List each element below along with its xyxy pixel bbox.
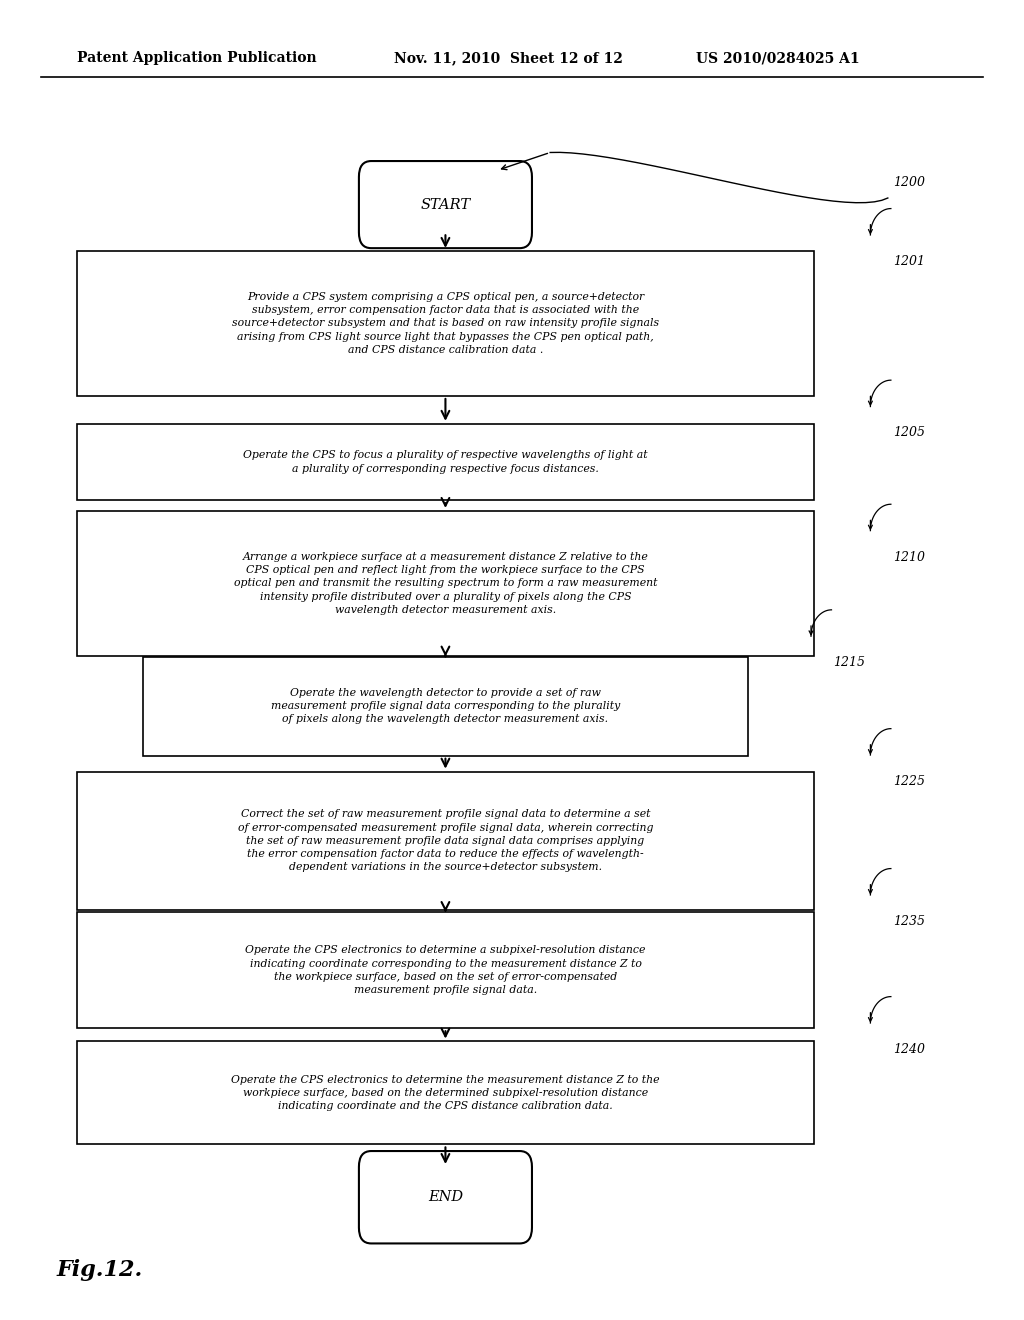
Text: 1200: 1200	[893, 176, 925, 189]
Text: 1215: 1215	[834, 656, 865, 669]
Bar	[77, 1041, 814, 1144]
Bar	[77, 511, 814, 656]
Text: Operate the CPS electronics to determine the measurement distance Z to the
workp: Operate the CPS electronics to determine…	[231, 1074, 659, 1111]
Bar	[77, 424, 814, 500]
Text: 1205: 1205	[893, 426, 925, 440]
Text: START: START	[421, 198, 470, 211]
Text: Correct the set of raw measurement profile signal data to determine a set
of err: Correct the set of raw measurement profi…	[238, 809, 653, 873]
Text: Arrange a workpiece surface at a measurement distance Z relative to the
CPS opti: Arrange a workpiece surface at a measure…	[233, 552, 657, 615]
Text: Patent Application Publication: Patent Application Publication	[77, 51, 316, 65]
Text: END: END	[428, 1191, 463, 1204]
Bar	[77, 771, 814, 911]
Text: 1225: 1225	[893, 775, 925, 788]
Text: 1201: 1201	[893, 255, 925, 268]
Text: 1240: 1240	[893, 1043, 925, 1056]
Text: Operate the wavelength detector to provide a set of raw
measurement profile sign: Operate the wavelength detector to provi…	[270, 688, 621, 725]
FancyBboxPatch shape	[358, 161, 532, 248]
Text: Nov. 11, 2010  Sheet 12 of 12: Nov. 11, 2010 Sheet 12 of 12	[394, 51, 624, 65]
Text: 1210: 1210	[893, 550, 925, 564]
Text: Provide a CPS system comprising a CPS optical pen, a source+detector
subsystem, : Provide a CPS system comprising a CPS op…	[231, 292, 659, 355]
Bar	[77, 912, 814, 1028]
Text: 1235: 1235	[893, 915, 925, 928]
Text: Operate the CPS to focus a plurality of respective wavelengths of light at
a plu: Operate the CPS to focus a plurality of …	[243, 450, 648, 474]
Bar	[77, 251, 814, 396]
Text: US 2010/0284025 A1: US 2010/0284025 A1	[696, 51, 860, 65]
Text: Operate the CPS electronics to determine a subpixel-resolution distance
indicati: Operate the CPS electronics to determine…	[246, 945, 645, 995]
Text: Fig.12.: Fig.12.	[56, 1259, 142, 1280]
FancyBboxPatch shape	[358, 1151, 532, 1243]
Bar	[143, 656, 748, 755]
